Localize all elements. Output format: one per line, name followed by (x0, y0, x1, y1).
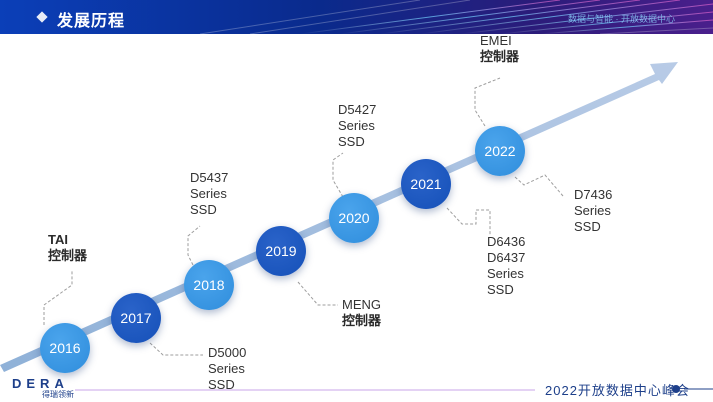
annotation-line: SSD (208, 377, 235, 392)
annotation-line: Series (487, 266, 524, 281)
logo-cn-text: 得瑞领新 (42, 390, 74, 399)
annotation-line: Series (190, 186, 227, 201)
annotation-line: 控制器 (342, 313, 382, 328)
annotation-line: 控制器 (48, 248, 88, 263)
connector-d6436 (446, 207, 491, 235)
banner-background (0, 0, 713, 34)
annotation-line: SSD (190, 202, 217, 217)
annotation-line: SSD (338, 134, 365, 149)
logo-text: DERA (12, 376, 69, 391)
annotation-line: Series (208, 361, 245, 376)
milestone-2018: 2018 (184, 260, 234, 310)
annotation-line: D5427 (338, 102, 377, 117)
annotation-line: D5437 (190, 170, 229, 185)
annotation-line: D5000 (208, 345, 247, 360)
banner-tagline: 数据与智能 · 开放数据中心 (568, 14, 675, 24)
annotation-meng: MENG 控制器 (342, 297, 381, 329)
annotation-tai: TAI 控制器 (48, 232, 87, 264)
annotation-d6436: D6436 D6437 Series SSD (487, 234, 525, 298)
page-title: 发展历程 (57, 13, 126, 30)
annotation-d5427: D5427 Series SSD (338, 102, 376, 150)
milestone-2016: 2016 (40, 323, 90, 373)
annotation-line: EMEI (480, 33, 512, 48)
connector-tai (43, 270, 73, 325)
milestone-2021: 2021 (401, 159, 451, 209)
annotation-line: Series (574, 203, 611, 218)
connector-d7436 (514, 174, 564, 197)
connector-emei (474, 77, 501, 127)
connector-lines (43, 77, 564, 356)
connector-d5437 (187, 225, 201, 266)
milestone-2017: 2017 (111, 293, 161, 343)
header-banner: 发展历程 数据与智能 · 开放数据中心 (0, 0, 713, 34)
annotation-line: MENG (342, 297, 381, 312)
connector-d5427 (332, 152, 344, 198)
annotation-line: D6436 (487, 234, 526, 249)
annotation-line: 控制器 (480, 49, 520, 64)
annotation-line: D7436 (574, 187, 613, 202)
milestone-2020: 2020 (329, 193, 379, 243)
annotation-line: SSD (574, 219, 601, 234)
conference-name: 2022开放数据中心峰会 (545, 383, 690, 398)
annotation-line: TAI (48, 232, 68, 247)
annotation-d5437: D5437 Series SSD (190, 170, 228, 218)
milestone-2019: 2019 (256, 226, 306, 276)
connector-meng (297, 281, 338, 306)
connector-d5000 (149, 342, 203, 356)
annotation-emei: EMEI 控制器 (480, 33, 519, 65)
annotation-d7436: D7436 Series SSD (574, 187, 612, 235)
milestone-2022: 2022 (475, 126, 525, 176)
dera-logo: DERA 得瑞领新 (12, 376, 74, 400)
annotation-d5000: D5000 Series SSD (208, 345, 246, 393)
annotation-line: Series (338, 118, 375, 133)
annotation-line: D6437 (487, 250, 526, 265)
annotation-line: SSD (487, 282, 514, 297)
